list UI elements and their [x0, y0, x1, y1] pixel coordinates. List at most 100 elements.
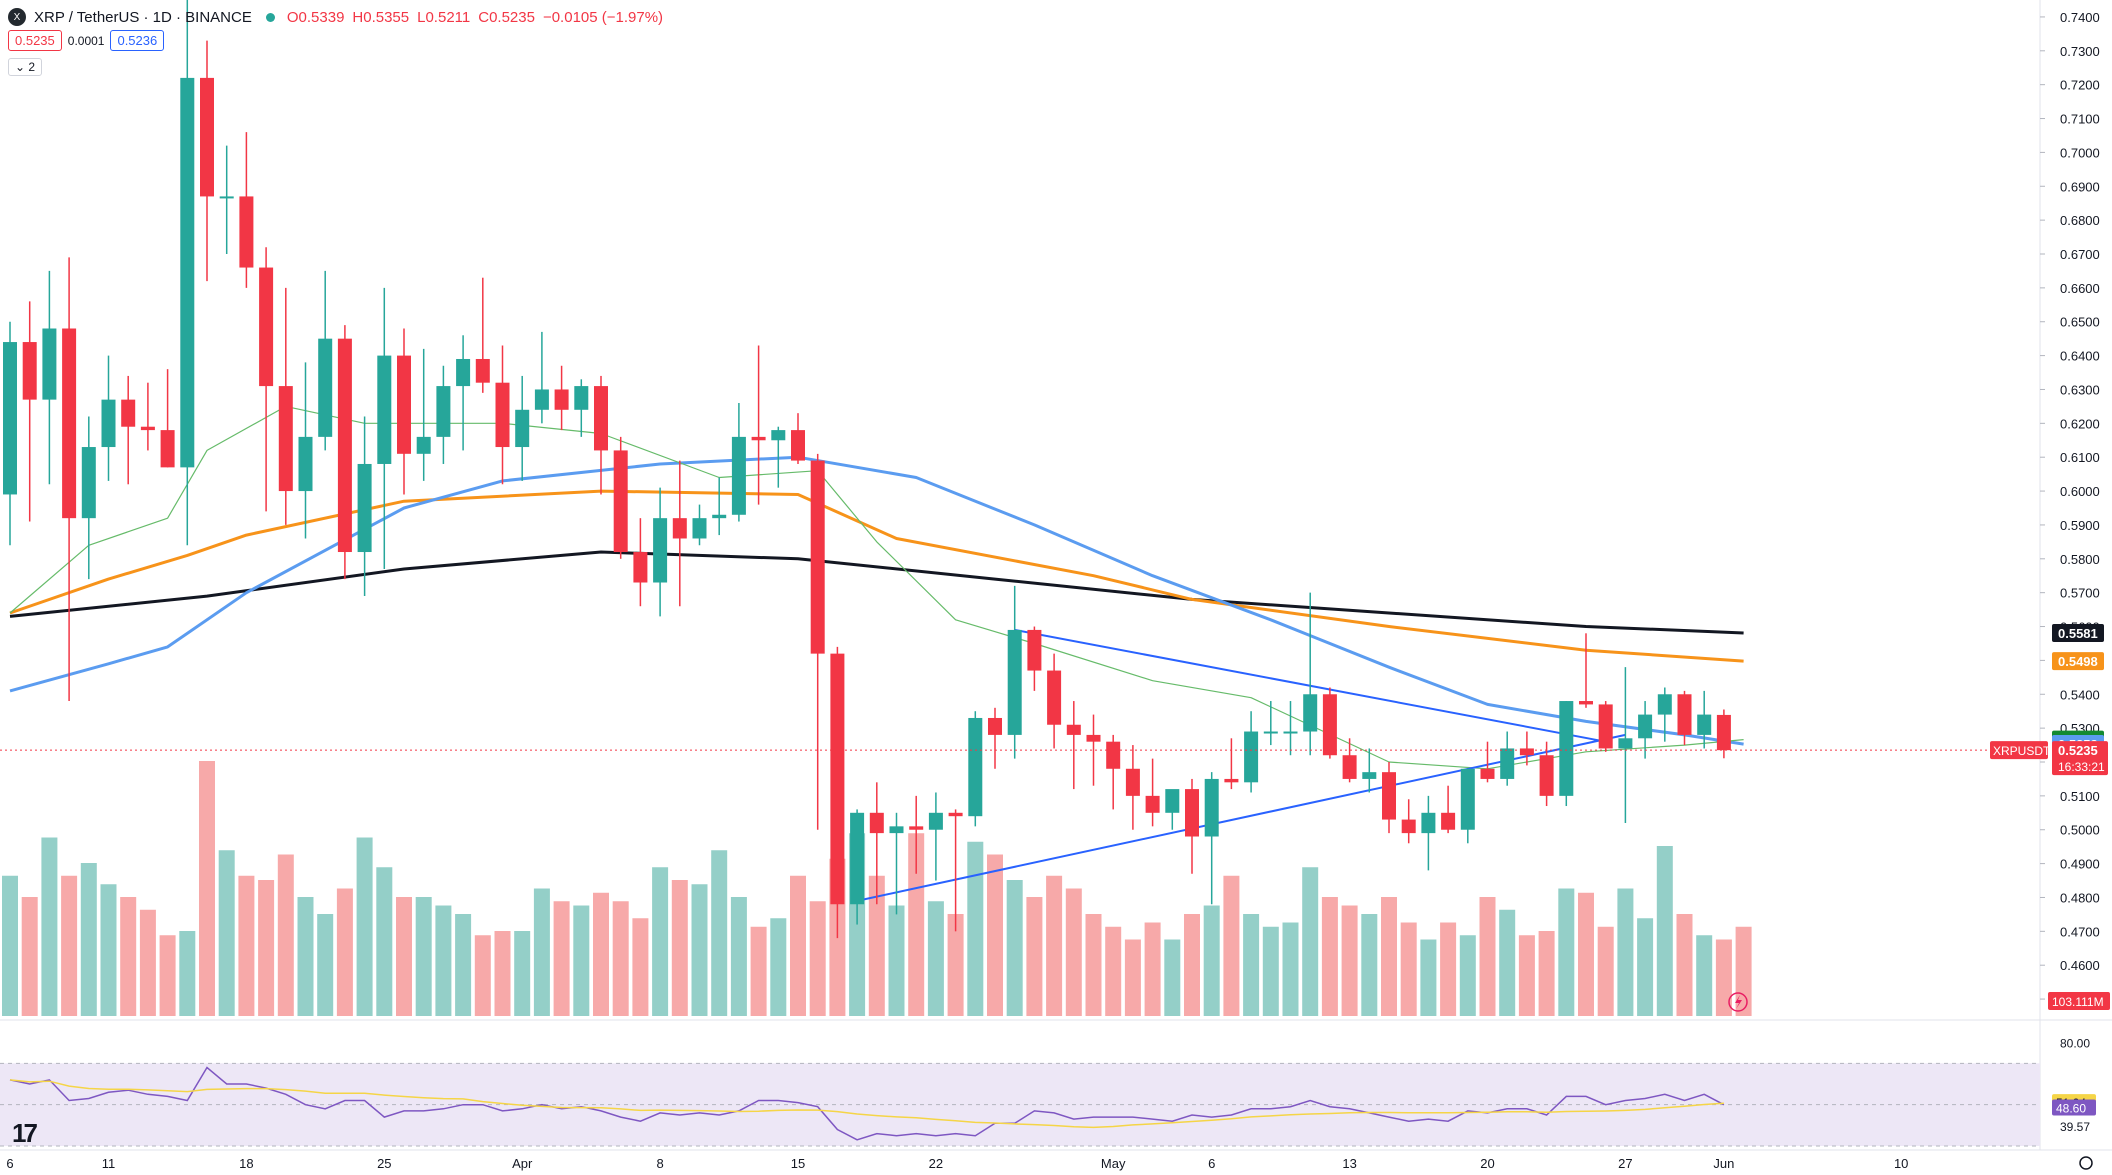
- candle-body[interactable]: [1460, 768, 1475, 830]
- candle-body[interactable]: [3, 342, 17, 495]
- candle-body[interactable]: [1027, 629, 1042, 671]
- candle-body[interactable]: [1125, 768, 1140, 796]
- candle-body[interactable]: [1638, 714, 1653, 739]
- candle-body[interactable]: [1086, 734, 1101, 742]
- candle-body[interactable]: [830, 653, 845, 905]
- candle-body[interactable]: [219, 196, 234, 199]
- rsi-line[interactable]: [9, 1066, 1725, 1141]
- candle-body[interactable]: [889, 826, 904, 834]
- candle-body[interactable]: [692, 518, 707, 539]
- candle-body[interactable]: [456, 358, 471, 387]
- candle-body[interactable]: [121, 399, 136, 427]
- candle-body[interactable]: [397, 355, 411, 454]
- candle-body[interactable]: [1539, 755, 1554, 796]
- candle-body[interactable]: [613, 450, 628, 553]
- ma-line[interactable]: [9, 489, 1744, 663]
- rsi-pane[interactable]: 80.0051.5439.5751.2448.60: [0, 1037, 2096, 1147]
- candle-body[interactable]: [1677, 694, 1692, 735]
- current-price-label[interactable]: [2052, 741, 2108, 776]
- candle-body[interactable]: [1204, 778, 1219, 837]
- candle-body[interactable]: [42, 328, 57, 400]
- candle-body[interactable]: [1441, 812, 1456, 830]
- ma-line[interactable]: [9, 455, 1744, 746]
- candle-body[interactable]: [1716, 714, 1731, 751]
- indicators-toggle[interactable]: ⌄ 2: [8, 58, 43, 76]
- candle-body[interactable]: [731, 436, 746, 515]
- candle-body[interactable]: [1322, 694, 1337, 756]
- candle-body[interactable]: [1007, 629, 1022, 735]
- candle-body[interactable]: [653, 518, 668, 583]
- candle-body[interactable]: [1519, 748, 1534, 756]
- candle-body[interactable]: [869, 812, 884, 834]
- candle-body[interactable]: [633, 552, 648, 583]
- candle-body[interactable]: [1185, 789, 1199, 837]
- candle-body[interactable]: [377, 355, 392, 464]
- candle-body[interactable]: [259, 267, 274, 387]
- candle-body[interactable]: [810, 460, 825, 654]
- candle-body[interactable]: [771, 430, 786, 441]
- candle-body[interactable]: [1342, 755, 1357, 779]
- candle-body[interactable]: [988, 717, 1002, 735]
- buy-button[interactable]: 0.5236: [110, 30, 165, 51]
- candle-body[interactable]: [416, 436, 431, 454]
- sell-button[interactable]: 0.5235: [8, 30, 62, 51]
- candle-body[interactable]: [180, 77, 195, 468]
- candle-body[interactable]: [1618, 738, 1633, 749]
- candle-body[interactable]: [1697, 714, 1712, 735]
- candle-body[interactable]: [1244, 731, 1259, 783]
- candle-body[interactable]: [1263, 731, 1278, 734]
- price-axis[interactable]: 0.7400 0.7300 0.7200 0.7100 0.7000 0.6900 0.68…: [0, 10, 2110, 1012]
- candle-body[interactable]: [672, 518, 687, 539]
- candle-body[interactable]: [278, 386, 293, 492]
- candle-body[interactable]: [1047, 670, 1062, 725]
- candle-body[interactable]: [495, 382, 510, 448]
- candle-body[interactable]: [1224, 778, 1239, 783]
- candle-body[interactable]: [298, 436, 313, 492]
- candle-body[interactable]: [968, 717, 983, 817]
- candle-body[interactable]: [1421, 812, 1436, 834]
- trendline[interactable]: [856, 733, 1626, 902]
- candle-body[interactable]: [574, 386, 589, 410]
- candle-body[interactable]: [22, 342, 37, 400]
- candle-body[interactable]: [712, 514, 727, 519]
- candle-body[interactable]: [436, 386, 451, 437]
- tradingview-logo-icon[interactable]: 17: [12, 1118, 38, 1148]
- candle-body[interactable]: [1066, 724, 1081, 735]
- candle-body[interactable]: [81, 447, 96, 519]
- candle-body[interactable]: [239, 196, 254, 268]
- candle-body[interactable]: [534, 389, 549, 410]
- candle-body[interactable]: [751, 436, 766, 441]
- candle-body[interactable]: [475, 358, 490, 383]
- candle-body[interactable]: [909, 826, 924, 830]
- candle-body[interactable]: [1579, 701, 1593, 705]
- candle-body[interactable]: [948, 812, 963, 817]
- candle-body[interactable]: [357, 463, 372, 553]
- candle-body[interactable]: [1598, 704, 1613, 749]
- candles[interactable]: [3, 0, 1731, 939]
- candle-body[interactable]: [850, 812, 865, 905]
- candle-body[interactable]: [140, 426, 155, 431]
- candle-body[interactable]: [1657, 694, 1672, 715]
- candle-body[interactable]: [594, 386, 608, 451]
- candle-body[interactable]: [101, 399, 116, 448]
- lightning-icon[interactable]: [1728, 992, 1748, 1012]
- candle-body[interactable]: [1480, 768, 1495, 779]
- candle-body[interactable]: [1401, 819, 1416, 834]
- candle-body[interactable]: [554, 389, 569, 410]
- candle-body[interactable]: [791, 430, 805, 461]
- candle-body[interactable]: [1106, 741, 1121, 769]
- time-axis[interactable]: 6 11 18 25 Apr 8 15 22 May 6 13 20 27 Jun 10: [6, 1156, 2093, 1171]
- candle-body[interactable]: [1559, 701, 1574, 796]
- candle-body[interactable]: [1145, 795, 1160, 813]
- candle-body[interactable]: [160, 430, 175, 468]
- candle-body[interactable]: [515, 409, 530, 448]
- candle-body[interactable]: [318, 338, 333, 437]
- candle-body[interactable]: [1283, 731, 1298, 734]
- candle-body[interactable]: [62, 328, 77, 519]
- candle-body[interactable]: [1382, 772, 1396, 820]
- candle-body[interactable]: [928, 812, 943, 830]
- symbol-title[interactable]: XRP / TetherUS · 1D · BINANCE: [34, 8, 252, 26]
- ma-line[interactable]: [9, 550, 1744, 635]
- candle-body[interactable]: [1165, 789, 1180, 813]
